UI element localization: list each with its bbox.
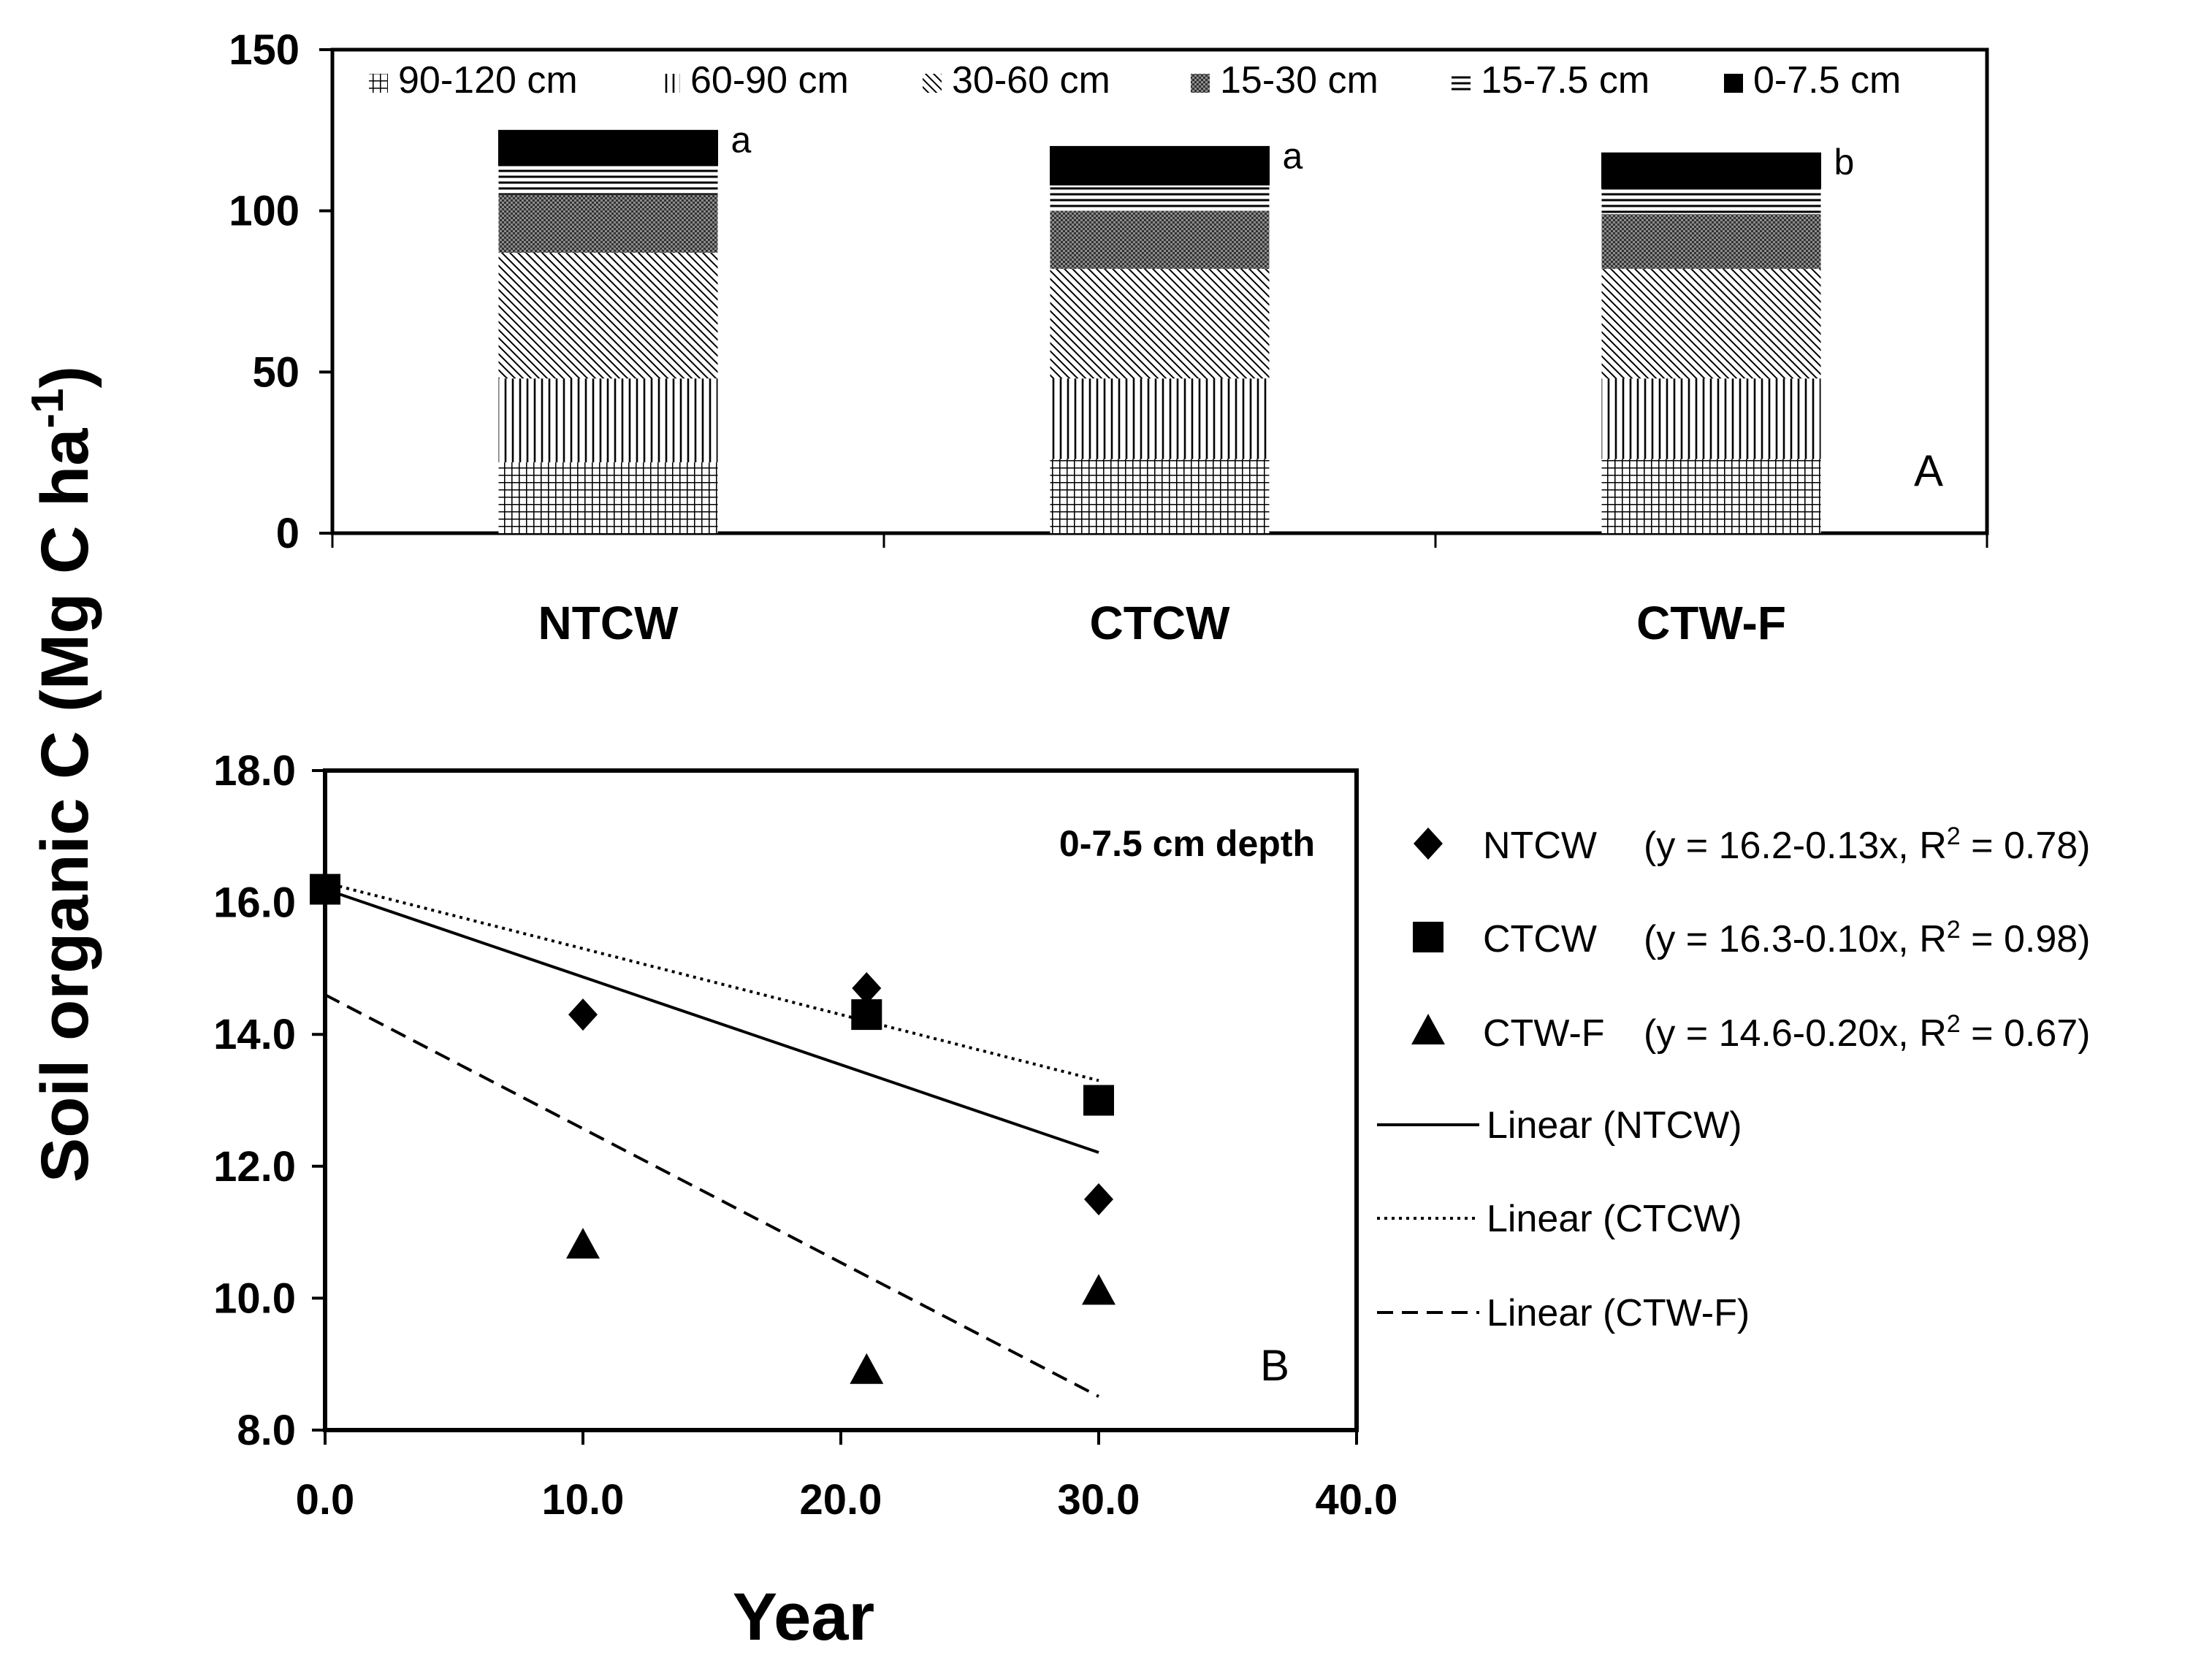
panel-b-x-axis-label: Year bbox=[733, 1580, 874, 1654]
panel-a-category-label: CTCW bbox=[1090, 597, 1231, 649]
bar-ctw-f-0-7-5-cm bbox=[1601, 152, 1821, 189]
panel-b-points bbox=[310, 873, 1115, 1384]
legend-label-60-90-cm: 60-90 cm bbox=[690, 59, 849, 102]
bar-ntcw-30-60-cm bbox=[498, 253, 718, 379]
point-ntcw bbox=[852, 971, 882, 1004]
bar-ctcw-15-30-cm bbox=[1050, 210, 1270, 270]
legend-equation: (y = 14.6-0.20x, R2 = 0.67) bbox=[1644, 1010, 2090, 1055]
significance-letter: b bbox=[1834, 142, 1855, 183]
panel-b-annotation: 0-7.5 cm depth bbox=[1059, 823, 1315, 864]
legend-swatch-30-60-cm bbox=[923, 74, 942, 93]
bar-ctw-f-15-30-cm bbox=[1601, 214, 1821, 270]
point-ntcw bbox=[568, 998, 598, 1031]
point-ntcw bbox=[1084, 1182, 1113, 1215]
legend-label-90-120-cm: 90-120 cm bbox=[398, 59, 578, 102]
bar-ctcw-15-7-5-cm bbox=[1050, 185, 1270, 211]
y-axis-label: Soil organic C (Mg C ha-1) bbox=[23, 366, 103, 1182]
panel-b-y-tick-label: 10.0 bbox=[213, 1275, 296, 1322]
bar-ctcw-30-60-cm bbox=[1050, 269, 1270, 379]
bar-ctw-f-15-7-5-cm bbox=[1601, 188, 1821, 215]
point-ctw-f bbox=[850, 1353, 884, 1384]
bar-ntcw-15-7-5-cm bbox=[498, 165, 718, 195]
bar-ctw-f-60-90-cm bbox=[1601, 378, 1821, 459]
legend-equation: (y = 16.2-0.13x, R2 = 0.78) bbox=[1644, 822, 2090, 867]
panel-b-y-tick-label: 18.0 bbox=[213, 747, 296, 795]
panel-b-x-tick-label: 10.0 bbox=[542, 1476, 625, 1524]
panel-b-axis-ticks: 8.0 10.0 12.0 14.0 16.0 18.0 0.0 10.0 20.0 30.0 40… bbox=[213, 747, 1397, 1524]
legend-swatch-0-7-5-cm bbox=[1724, 74, 1743, 93]
legend-label-0-7-5-cm: 0-7.5 cm bbox=[1753, 59, 1901, 102]
legend-trendline-label: Linear (CTCW) bbox=[1487, 1198, 1742, 1240]
legend-swatch-15-7-5-cm bbox=[1452, 74, 1471, 93]
point-ctw-f bbox=[1082, 1274, 1115, 1305]
panel-a-chart: 0 50 100 150 NTCW CTCW CTW-F a a b 90-120 cm 60-… bbox=[229, 26, 1989, 649]
panel-a-category-label: CTW-F bbox=[1636, 597, 1786, 649]
legend-series-name: CTCW bbox=[1483, 918, 1597, 960]
legend-label-15-30-cm: 15-30 cm bbox=[1220, 59, 1378, 102]
legend-trendline-label: Linear (NTCW) bbox=[1487, 1104, 1742, 1147]
point-ctw-f bbox=[566, 1228, 600, 1259]
legend-marker-ctw-f bbox=[1411, 1014, 1445, 1044]
panel-b-legend: NTCW (y = 16.2-0.13x, R2 = 0.78) CTCW (y = … bbox=[1377, 822, 2090, 1334]
panel-b-label: B bbox=[1260, 1341, 1289, 1390]
bar-ntcw-90-120-cm bbox=[498, 462, 718, 533]
panel-b-trendlines bbox=[324, 881, 1099, 1398]
legend-equation: (y = 16.3-0.10x, R2 = 0.98) bbox=[1644, 916, 2090, 960]
panel-b-y-tick-label: 16.0 bbox=[213, 879, 296, 927]
panel-a-x-axis: NTCW CTCW CTW-F bbox=[331, 532, 1988, 649]
panel-a-y-tick-label: 50 bbox=[252, 348, 300, 396]
legend-trendline-label: Linear (CTW-F) bbox=[1487, 1292, 1750, 1334]
panel-a-y-tick-label: 150 bbox=[229, 26, 300, 74]
bar-ctcw-0-7-5-cm bbox=[1050, 145, 1270, 186]
trendline-linear-ntcw bbox=[324, 887, 1099, 1154]
panel-b-x-tick-label: 40.0 bbox=[1316, 1476, 1398, 1524]
legend-swatch-15-30-cm bbox=[1191, 74, 1210, 93]
bar-ntcw-15-30-cm bbox=[498, 194, 718, 253]
point-ctcw bbox=[310, 874, 340, 905]
panel-a-y-tick-label: 100 bbox=[229, 188, 300, 235]
legend-label-30-60-cm: 30-60 cm bbox=[952, 59, 1110, 102]
panel-a-label: A bbox=[1914, 446, 1943, 495]
point-ctcw bbox=[851, 999, 882, 1031]
legend-series-name: CTW-F bbox=[1483, 1012, 1605, 1055]
significance-letter: a bbox=[1283, 135, 1303, 176]
panel-b-x-tick-label: 30.0 bbox=[1058, 1476, 1140, 1524]
panel-b-x-tick-label: 0.0 bbox=[296, 1476, 355, 1524]
legend-swatch-90-120-cm bbox=[369, 74, 388, 93]
trendline-linear-ctcw bbox=[324, 881, 1099, 1082]
legend-label-15-7-5-cm: 15-7.5 cm bbox=[1481, 59, 1650, 102]
bar-ctcw-60-90-cm bbox=[1050, 378, 1270, 459]
panel-a-legend: 90-120 cm 60-90 cm 30-60 cm 15-30 cm 15-7.5 … bbox=[369, 59, 1901, 102]
panel-a-y-ticks: 0 50 100 150 bbox=[229, 26, 332, 557]
bar-ctw-f-30-60-cm bbox=[1601, 269, 1821, 379]
panel-b-y-tick-label: 12.0 bbox=[213, 1143, 296, 1191]
legend-series-name: NTCW bbox=[1483, 825, 1597, 867]
trendline-linear-ctw-f bbox=[324, 993, 1099, 1398]
panel-b-chart: 8.0 10.0 12.0 14.0 16.0 18.0 0.0 10.0 20.0 30.0 40… bbox=[213, 747, 2090, 1654]
bar-ntcw-60-90-cm bbox=[498, 378, 718, 462]
panel-a-category-label: NTCW bbox=[538, 597, 679, 649]
legend-marker-ctcw bbox=[1413, 922, 1443, 952]
bar-ctw-f-90-120-cm bbox=[1601, 459, 1821, 533]
panel-b-y-tick-label: 8.0 bbox=[237, 1407, 296, 1454]
bar-ntcw-0-7-5-cm bbox=[498, 129, 718, 167]
panel-b-plot-frame bbox=[323, 768, 1359, 1432]
bar-ctcw-90-120-cm bbox=[1050, 459, 1270, 533]
panel-b-y-tick-label: 14.0 bbox=[213, 1011, 296, 1058]
significance-letter: a bbox=[731, 119, 752, 160]
legend-marker-ntcw bbox=[1414, 828, 1443, 860]
legend-swatch-60-90-cm bbox=[661, 74, 680, 93]
panel-b-x-tick-label: 20.0 bbox=[800, 1476, 882, 1524]
panel-a-y-tick-label: 0 bbox=[276, 510, 300, 557]
point-ctcw bbox=[1083, 1085, 1114, 1116]
